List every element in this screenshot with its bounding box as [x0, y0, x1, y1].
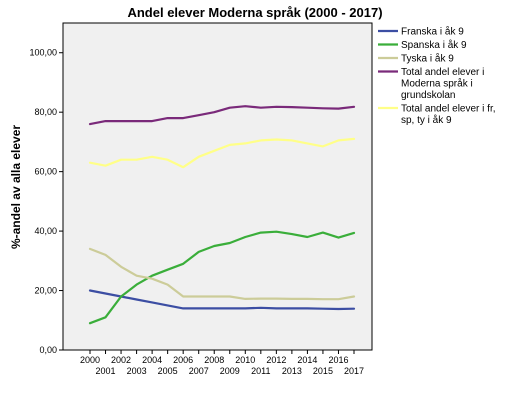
x-tick-label: 2017 — [344, 366, 364, 376]
x-tick-label: 2015 — [313, 366, 333, 376]
legend-label: Tyska i åk 9 — [401, 53, 454, 65]
legend-label: sp, ty i åk 9 — [401, 114, 452, 126]
plot-area — [62, 22, 373, 351]
x-tick-label: 2001 — [96, 366, 116, 376]
y-axis-label: %-andel av alla elever — [9, 125, 23, 249]
y-tick-label: 20,00 — [34, 286, 57, 296]
x-tick-label: 2002 — [111, 355, 131, 365]
y-tick-label: 100,00 — [29, 48, 57, 58]
y-tick-label: 60,00 — [34, 167, 57, 177]
x-tick-label: 2011 — [251, 366, 270, 376]
x-tick-label: 2005 — [158, 366, 178, 376]
x-tick-label: 2004 — [142, 355, 162, 365]
x-tick-label: 2014 — [297, 355, 317, 365]
x-axis: 2000200120022003200420052006200720082009… — [80, 350, 364, 376]
y-tick-label: 40,00 — [34, 226, 57, 236]
y-tick-label: 0,00 — [39, 345, 57, 355]
legend-label: Moderna språk i — [401, 78, 473, 90]
legend-label: grundskolan — [401, 90, 455, 101]
y-axis: 0,00 20,00 40,00 60,00 80,00 100,00 — [29, 48, 63, 355]
series-line-5 — [88, 137, 356, 169]
x-tick-label: 2009 — [220, 366, 240, 376]
legend-label: Total andel elever i — [401, 67, 484, 78]
y-tick-label: 80,00 — [34, 107, 57, 117]
x-tick-label: 2006 — [173, 355, 193, 365]
series-line-1 — [88, 289, 356, 311]
x-tick-label: 2012 — [266, 355, 286, 365]
legend-label: Spanska i åk 9 — [401, 39, 467, 51]
x-tick-label: 2016 — [328, 355, 348, 365]
legend-label: Total andel elever i fr, — [401, 104, 496, 115]
x-tick-label: 2008 — [204, 355, 224, 365]
x-tick-label: 2013 — [282, 366, 302, 376]
x-tick-label: 2010 — [235, 355, 255, 365]
series-line-4 — [88, 105, 356, 126]
plot-background — [62, 22, 373, 351]
legend-label: Franska i åk 9 — [401, 26, 464, 38]
x-tick-label: 2007 — [189, 366, 209, 376]
series-lines — [88, 105, 356, 325]
x-tick-label: 2000 — [80, 355, 100, 365]
series-line-3 — [88, 247, 356, 301]
chart-title: Andel elever Moderna språk (2000 - 2017) — [127, 5, 382, 20]
x-tick-label: 2003 — [127, 366, 147, 376]
series-line-2 — [88, 230, 356, 325]
